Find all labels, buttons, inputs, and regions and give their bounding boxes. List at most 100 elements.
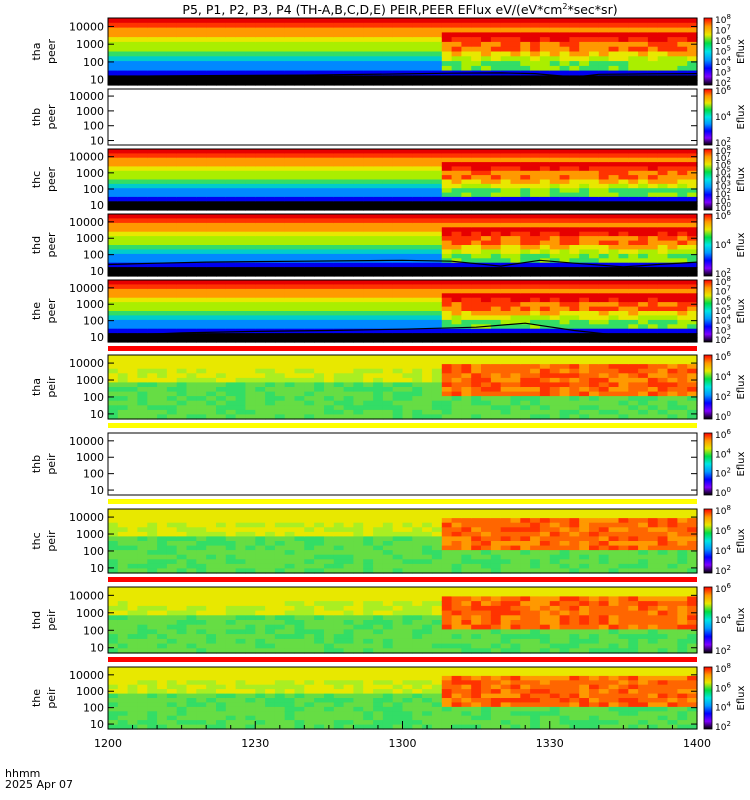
spectrogram-cell	[628, 377, 639, 384]
spectrogram-cell	[461, 409, 472, 416]
spectrogram-cell	[265, 56, 276, 62]
spectrogram	[108, 509, 698, 574]
spectrogram-cell	[314, 170, 325, 176]
spectrogram-cell	[422, 337, 433, 343]
spectrogram-cell	[157, 319, 168, 325]
spectrogram-cell	[117, 302, 129, 308]
spectrogram-cell	[265, 284, 276, 290]
spectrogram-cell	[687, 80, 698, 86]
spectrogram-cell	[147, 157, 158, 163]
spectrogram-cell	[628, 328, 639, 334]
spectrogram-cell	[657, 201, 669, 207]
spectrogram-cell	[166, 27, 178, 33]
spectrogram-cell	[569, 240, 580, 246]
spectrogram-cell	[186, 550, 197, 556]
spectrogram-cell	[569, 41, 580, 48]
spectrogram-cell	[481, 56, 492, 62]
spectrogram-cell	[412, 536, 423, 542]
spectrogram-cell	[441, 518, 453, 524]
spectrogram-cell	[539, 157, 551, 163]
spectrogram-cell	[422, 196, 433, 202]
spectrogram-cell	[451, 222, 462, 228]
spectrogram-cell	[687, 364, 698, 370]
spectrogram-cell	[108, 70, 119, 76]
spectrogram-cell	[284, 387, 296, 393]
spectrogram-cell	[638, 162, 649, 168]
spectrogram-cell	[628, 302, 639, 308]
spectrogram-cell	[343, 377, 354, 384]
spectrogram-cell	[647, 240, 659, 246]
spectrogram-cell	[412, 382, 423, 388]
spectrogram-cell	[539, 179, 551, 185]
spectrogram-cell	[196, 249, 207, 255]
spectrogram-cell	[157, 400, 168, 406]
spectrogram-cell	[412, 297, 423, 303]
spectrogram-cell	[490, 333, 502, 339]
spectrogram-cell	[618, 382, 629, 388]
spectrogram-cell	[176, 364, 188, 370]
spectrogram-cell	[284, 518, 296, 524]
spectrogram-cell	[324, 522, 335, 528]
spectrogram-cell	[657, 311, 669, 316]
spectrogram-cell	[500, 222, 512, 228]
spectrogram-cell	[382, 32, 394, 38]
spectrogram-cell	[451, 249, 462, 255]
spectrogram-cell	[216, 188, 227, 194]
spectrogram-cell	[353, 249, 364, 255]
spectrogram-cell	[225, 284, 237, 290]
spectrogram-cell	[304, 227, 315, 233]
spectrogram-cell	[333, 293, 345, 299]
spectrogram-cell	[461, 311, 472, 316]
spectrogram-cell	[412, 222, 423, 228]
spectrogram-cell	[510, 205, 521, 211]
spectrogram-cell	[677, 157, 688, 163]
spectrogram-cell	[127, 518, 138, 524]
spectrogram-cell	[490, 315, 502, 321]
spectrogram-cell	[530, 153, 541, 159]
spectrogram-cell	[382, 527, 394, 533]
spectrogram-cell	[284, 280, 296, 285]
spectrogram-cell	[549, 368, 561, 374]
spectrogram-cell	[598, 61, 610, 67]
spectrogram-cell	[608, 364, 619, 370]
spectrogram-cell	[481, 391, 492, 397]
spectrogram-cell	[382, 355, 394, 361]
spectrogram-cell	[373, 513, 384, 519]
spectrogram-cell	[657, 280, 669, 285]
spectrogram-cell	[412, 253, 423, 259]
spectrogram-cell	[157, 377, 168, 384]
spectrogram-cell	[598, 41, 610, 48]
spectrogram-cell	[117, 288, 129, 294]
spectrogram-cell	[412, 41, 423, 48]
spectrogram-cell	[225, 267, 237, 273]
spectrogram-cell	[333, 80, 345, 86]
spectrogram-cell	[657, 258, 669, 264]
spectrogram-cell	[324, 149, 335, 154]
spectrogram-cell	[392, 288, 404, 294]
spectrogram-cell	[481, 37, 492, 43]
spectrogram-cell	[235, 554, 246, 560]
spectrogram-cell	[431, 249, 443, 255]
spectrogram-cell	[657, 267, 669, 273]
spectrogram-cell	[657, 37, 669, 43]
spectrogram-cell	[166, 271, 178, 277]
spectrogram-cell	[441, 297, 453, 303]
spectrogram-cell	[647, 183, 659, 189]
spectrogram-cell	[549, 306, 561, 312]
spectrogram-cell	[373, 387, 384, 393]
spectrogram-cell	[274, 18, 286, 24]
spectrogram-cell	[186, 37, 197, 43]
spectrogram-cell	[638, 231, 649, 237]
spectrogram-cell	[510, 61, 521, 67]
spectrogram-cell	[628, 315, 639, 321]
spectrogram-cell	[451, 364, 462, 370]
spectrogram-cell	[304, 46, 315, 53]
spectrogram-cell	[422, 324, 433, 330]
spectrogram-cell	[618, 328, 629, 334]
spectrogram-cell	[687, 75, 698, 81]
spectrogram-cell	[324, 188, 335, 194]
spectrogram-cell	[471, 236, 482, 242]
spectrogram-cell	[206, 70, 217, 76]
spectrogram-cell	[235, 267, 246, 273]
